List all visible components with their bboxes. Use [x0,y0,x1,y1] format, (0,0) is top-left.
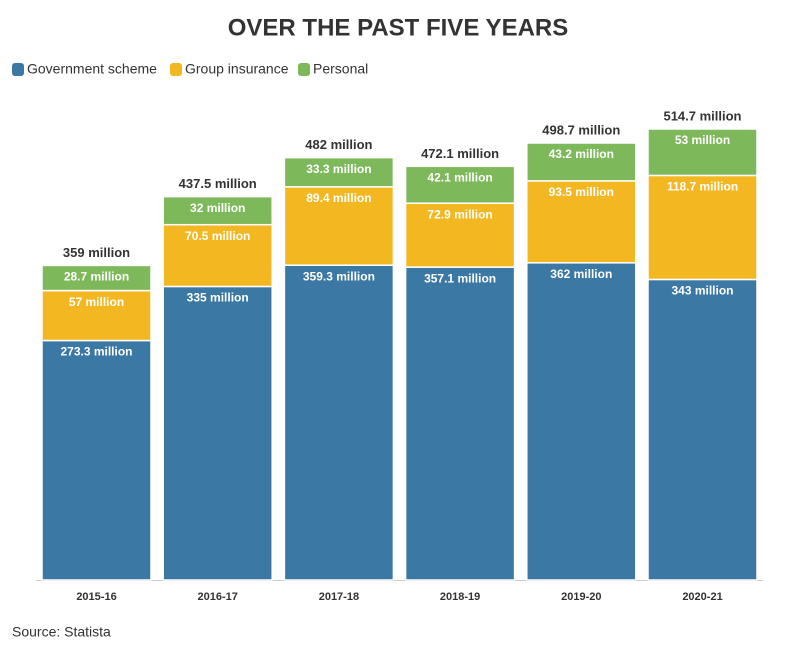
bar-segment [526,180,637,264]
legend-swatch [12,63,24,76]
bar-segment [647,278,758,581]
bar-segment [41,339,152,581]
total-label: 472.1 million [421,146,499,161]
bar-segment [404,266,516,581]
bar-segment [283,156,395,188]
bar-segment [526,142,637,182]
total-label: 514.7 million [663,108,741,123]
data-label: 72.9 million [427,207,492,221]
data-label: 42.1 million [427,170,492,184]
data-label: 33.3 million [306,162,371,176]
data-label: 57 million [69,295,124,309]
total-label: 498.7 million [542,122,620,137]
data-label: 343 million [671,284,733,298]
total-label: 482 million [305,137,372,152]
chart-title: OVER THE PAST FIVE YEARS [228,14,569,41]
bar-segment [283,186,395,266]
x-tick-label: 2020-21 [682,591,722,603]
data-label: 335 million [187,291,249,305]
bar-segment [41,289,152,342]
data-label: 357.1 million [424,271,496,285]
bar-segment [404,165,516,204]
x-tick-label: 2017-18 [319,591,359,603]
x-tick-label: 2016-17 [198,591,238,603]
data-label: 43.2 million [549,147,614,161]
data-label: 362 million [550,267,612,281]
bar-segment [647,174,758,281]
data-label: 359.3 million [303,269,375,283]
legend-label: Group insurance [185,61,289,77]
x-tick-label: 2015-16 [76,591,116,603]
bar-segment [162,195,273,226]
data-label: 93.5 million [549,185,614,199]
legend-label: Personal [313,61,368,77]
source: Source: Statista [12,624,111,640]
data-label: 70.5 million [185,229,250,243]
bar-segment [162,285,273,581]
data-label: 89.4 million [306,191,371,205]
bar-segment [283,264,395,581]
total-label: 437.5 million [179,176,257,191]
data-label: 28.7 million [64,270,129,284]
data-label: 118.7 million [667,180,738,194]
legend-swatch [298,63,310,76]
bar-segment [41,264,152,292]
data-label: 273.3 million [60,345,132,359]
data-label: 53 million [675,133,730,147]
x-tick-label: 2018-19 [440,591,480,603]
x-tick-label: 2019-20 [561,591,601,603]
bar-segment [404,202,516,268]
legend-label: Government scheme [27,61,157,77]
bar-segment [647,128,758,177]
total-label: 359 million [63,245,130,260]
data-label: 32 million [190,201,245,215]
legend-swatch [170,63,182,76]
bar-segment [526,262,637,581]
